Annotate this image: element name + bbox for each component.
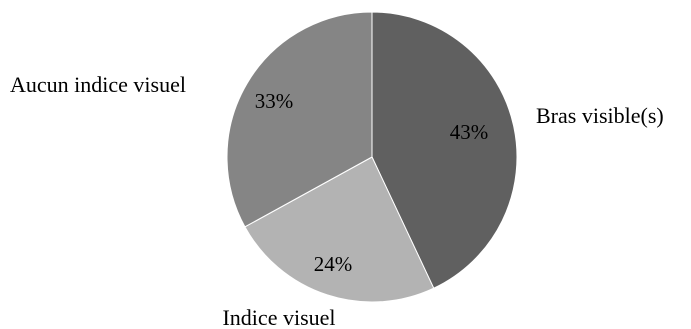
pie-value-labels: 43% 24% 33% — [255, 89, 489, 276]
category-label-aucun-indice-visuel: Aucun indice visuel — [10, 72, 186, 97]
category-label-indice-visuel: Indice visuel — [222, 305, 335, 329]
category-label-bras-visibles: Bras visible(s) — [536, 103, 664, 128]
value-label-bras-visibles: 43% — [450, 120, 489, 144]
value-label-indice-visuel: 24% — [314, 252, 353, 276]
value-label-aucun-indice-visuel: 33% — [255, 89, 294, 113]
slice-bras-visibles — [371, 11, 518, 289]
pie-category-labels: Bras visible(s) Indice visuel Aucun indi… — [10, 72, 664, 329]
pie-slices — [226, 11, 518, 303]
slice-indice-visuel — [244, 156, 435, 303]
slice-aucun-indice-visuel — [226, 11, 373, 228]
